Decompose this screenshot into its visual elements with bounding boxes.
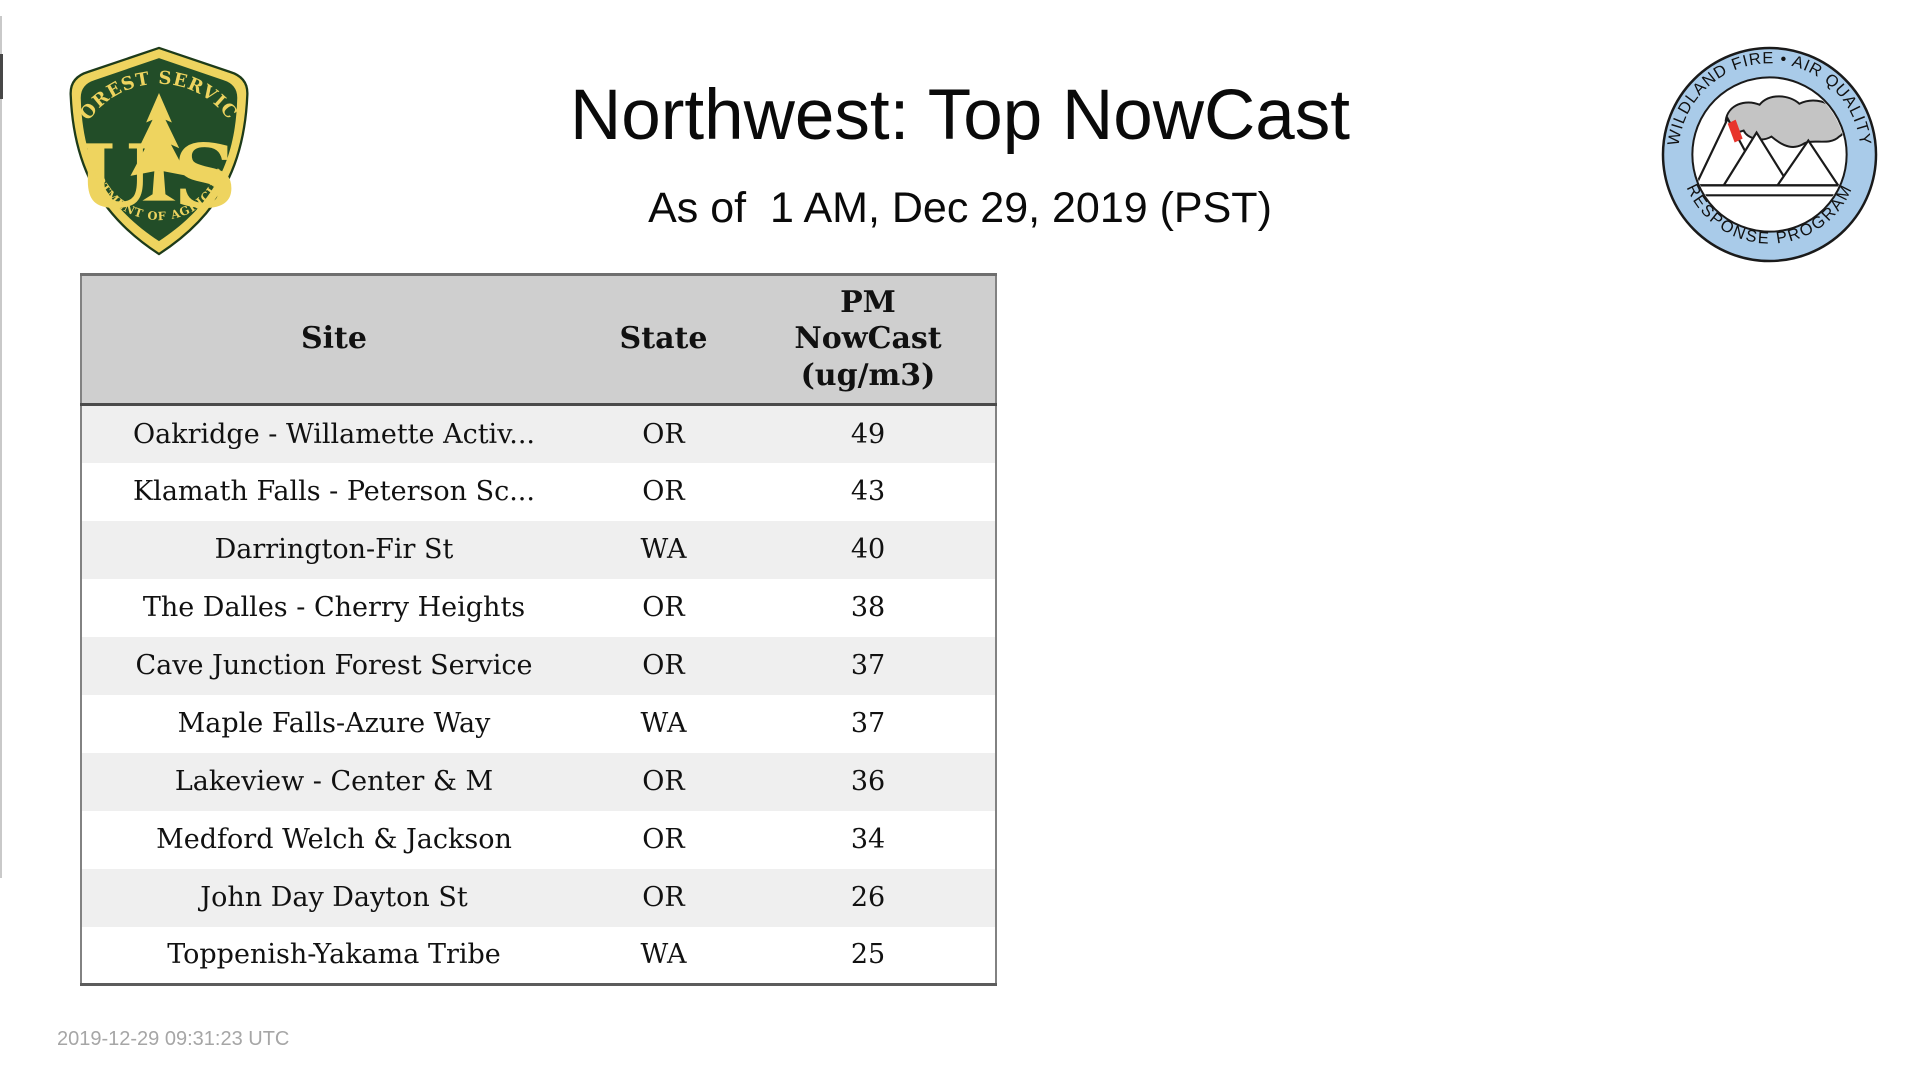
value-cell: 43 (850, 476, 886, 507)
value-cell: 26 (850, 882, 886, 913)
site-cell: Lakeview - Center & M (174, 766, 494, 797)
forest-service-logo: FOREST SERVICE U S DEPARTMENT OF AGRICUL… (67, 44, 249, 256)
table-row: Cave Junction Forest Service OR 37 (81, 636, 996, 695)
state-cell: WA (640, 534, 687, 565)
table-row: John Day Dayton St OR 26 (81, 868, 996, 927)
table-row: Medford Welch & Jackson OR 34 (81, 810, 996, 869)
state-cell: OR (642, 766, 685, 797)
table-row: Toppenish-Yakama Tribe WA 25 (81, 926, 996, 985)
fs-monogram-u: U (77, 125, 153, 228)
as-of-subtitle: As of 1 AM, Dec 29, 2019 (PST) (648, 184, 1272, 232)
site-cell: Klamath Falls - Peterson Sc... (133, 476, 535, 507)
site-cell: Oakridge - Willamette Activ... (133, 418, 535, 450)
table-header-row: Site State PM NowCast (ug/m3) (81, 274, 996, 406)
value-cell: 37 (850, 708, 886, 739)
table-row: Maple Falls-Azure Way WA 37 (81, 694, 996, 753)
state-cell: OR (642, 592, 685, 623)
generated-timestamp: 2019-12-29 09:31:23 UTC (57, 1028, 290, 1050)
value-cell: 37 (850, 650, 886, 681)
left-scrollbar-track[interactable] (0, 16, 2, 878)
state-cell: OR (642, 476, 685, 507)
site-cell: John Day Dayton St (200, 882, 468, 913)
table-row: Darrington-Fir St WA 40 (81, 520, 996, 579)
value-cell: 40 (850, 534, 886, 565)
value-cell: 25 (850, 939, 886, 971)
left-scrollbar-thumb[interactable] (0, 54, 3, 99)
table-row: Klamath Falls - Peterson Sc... OR 43 (81, 462, 996, 521)
table-row: Lakeview - Center & M OR 36 (81, 752, 996, 811)
column-header-state: State (586, 274, 741, 406)
state-cell: WA (640, 939, 687, 971)
value-cell: 38 (850, 592, 886, 623)
value-cell: 36 (850, 766, 886, 797)
pine-tree-icon (130, 93, 188, 201)
column-header-pm-nowcast: PM NowCast (ug/m3) (741, 274, 996, 406)
page-title: Northwest: Top NowCast (570, 76, 1350, 155)
value-cell: 34 (850, 824, 886, 855)
site-cell: Darrington-Fir St (214, 534, 454, 565)
state-cell: OR (642, 882, 685, 913)
state-cell: WA (640, 708, 687, 739)
fs-monogram-s: S (173, 125, 236, 228)
baseline-icon (1693, 184, 1846, 197)
site-cell: Maple Falls-Azure Way (177, 708, 491, 739)
table-row: Oakridge - Willamette Activ... OR 49 (81, 404, 996, 463)
column-header-site: Site (81, 274, 586, 406)
site-cell: Medford Welch & Jackson (156, 824, 512, 855)
value-cell: 49 (850, 418, 886, 450)
nowcast-table: Site State PM NowCast (ug/m3) Oakridge -… (80, 273, 997, 986)
site-cell: Toppenish-Yakama Tribe (167, 939, 501, 971)
state-cell: OR (642, 650, 685, 681)
flame-icon (1727, 119, 1743, 143)
table-row: The Dalles - Cherry Heights OR 38 (81, 578, 996, 637)
state-cell: OR (642, 418, 685, 450)
site-cell: Cave Junction Forest Service (135, 650, 533, 681)
state-cell: OR (642, 824, 685, 855)
site-cell: The Dalles - Cherry Heights (142, 592, 526, 623)
wildland-fire-air-quality-logo: WILDLAND FIRE • AIR QUALITY RESPONSE PRO… (1661, 46, 1878, 263)
